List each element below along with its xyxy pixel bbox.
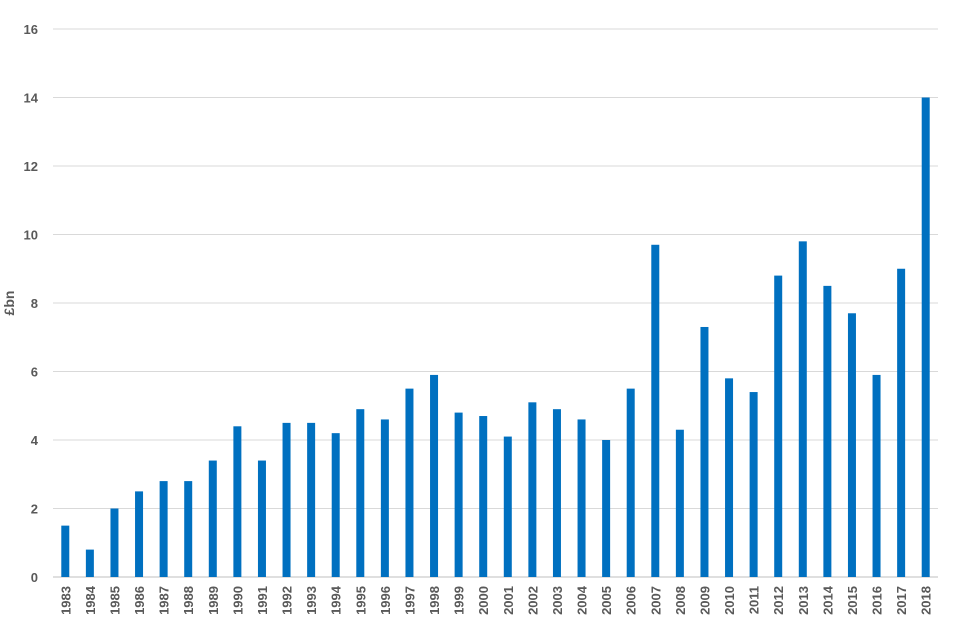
bar-1985 [110,508,119,577]
y-tick-label: 2 [31,502,38,517]
bar-1990 [233,426,242,577]
x-tick-label-1990: 1990 [230,586,245,615]
x-tick-label-1991: 1991 [255,586,270,615]
bar-1994 [331,433,340,577]
y-tick-label: 8 [31,296,38,311]
bar-2002 [528,402,537,577]
x-tick-label-2014: 2014 [820,585,835,615]
y-tick-label: 14 [24,91,39,106]
bar-2015 [847,313,856,577]
bar-1987 [159,481,168,577]
bar-2017 [897,268,906,577]
x-tick-label-1995: 1995 [353,586,368,615]
x-axis-ticks: 1983 1984 1985 1986 1987 1988 1989 1990 1991 1992… [58,585,933,615]
x-tick-label-1994: 1994 [329,585,344,615]
x-tick-label-2007: 2007 [648,586,663,615]
bar-2012 [774,275,783,577]
bar-2018 [921,97,930,577]
x-tick-label-2001: 2001 [501,586,516,615]
x-tick-label-2011: 2011 [747,586,762,614]
gridlines [53,28,938,578]
x-tick-label-1996: 1996 [378,586,393,615]
x-tick-label-2005: 2005 [599,586,614,615]
x-tick-label-1983: 1983 [58,586,73,615]
x-tick-label-2009: 2009 [697,586,712,615]
bars [61,97,930,577]
x-tick-label-2008: 2008 [673,586,688,615]
x-tick-label-2010: 2010 [722,586,737,615]
bar-1993 [307,422,316,577]
bar-2016 [872,374,881,577]
bar-2008 [675,429,684,577]
y-axis-title: £bn [1,291,17,316]
bar-2001 [503,436,512,577]
bar-1989 [208,460,217,577]
x-tick-label-2012: 2012 [771,586,786,615]
x-tick-label-1985: 1985 [107,586,122,615]
x-tick-label-1989: 1989 [206,586,221,615]
x-tick-label-2000: 2000 [476,586,491,615]
x-tick-label-1992: 1992 [280,586,295,615]
x-tick-label-2015: 2015 [845,586,860,615]
bar-2000 [479,416,488,577]
bar-2006 [626,388,635,577]
bar-2009 [700,326,709,577]
y-tick-label: 10 [24,228,38,243]
bar-1998 [430,374,439,577]
y-tick-label: 16 [24,22,38,37]
y-tick-label: 0 [31,570,38,585]
x-tick-label-2006: 2006 [624,586,639,615]
x-tick-label-1993: 1993 [304,586,319,615]
bar-1986 [135,491,144,577]
bar-2014 [823,285,832,577]
bar-2011 [749,392,758,577]
x-tick-label-2017: 2017 [894,586,909,615]
x-tick-label-1988: 1988 [181,586,196,615]
bar-1988 [184,481,193,577]
x-tick-label-2003: 2003 [550,586,565,615]
x-tick-label-2018: 2018 [919,586,934,615]
x-tick-label-1997: 1997 [402,586,417,615]
bar-1995 [356,409,365,577]
bar-1991 [257,460,266,577]
y-axis-ticks: 0 2 4 6 8 10 12 14 16 [24,22,39,585]
bar-2007 [651,244,660,577]
x-tick-label-1999: 1999 [452,586,467,615]
bar-1996 [380,419,389,577]
y-tick-label: 6 [31,365,38,380]
y-tick-label: 12 [24,159,38,174]
x-tick-label-1998: 1998 [427,586,442,615]
bar-2005 [602,440,611,577]
bar-1984 [85,549,94,577]
y-tick-label: 4 [31,433,39,448]
x-tick-label-2016: 2016 [870,586,885,615]
x-tick-label-1987: 1987 [157,586,172,615]
bar-2003 [552,409,561,577]
bar-1983 [61,525,70,577]
bar-2010 [725,378,734,577]
x-tick-label-2002: 2002 [525,586,540,615]
x-tick-label-2013: 2013 [796,586,811,615]
x-tick-label-2004: 2004 [575,585,590,615]
x-tick-label-1984: 1984 [83,585,98,615]
x-tick-label-1986: 1986 [132,586,147,615]
bar-1997 [405,388,414,577]
bar-2004 [577,419,586,577]
bar-1992 [282,422,291,577]
bar-2013 [798,241,807,577]
bar-1999 [454,412,463,577]
